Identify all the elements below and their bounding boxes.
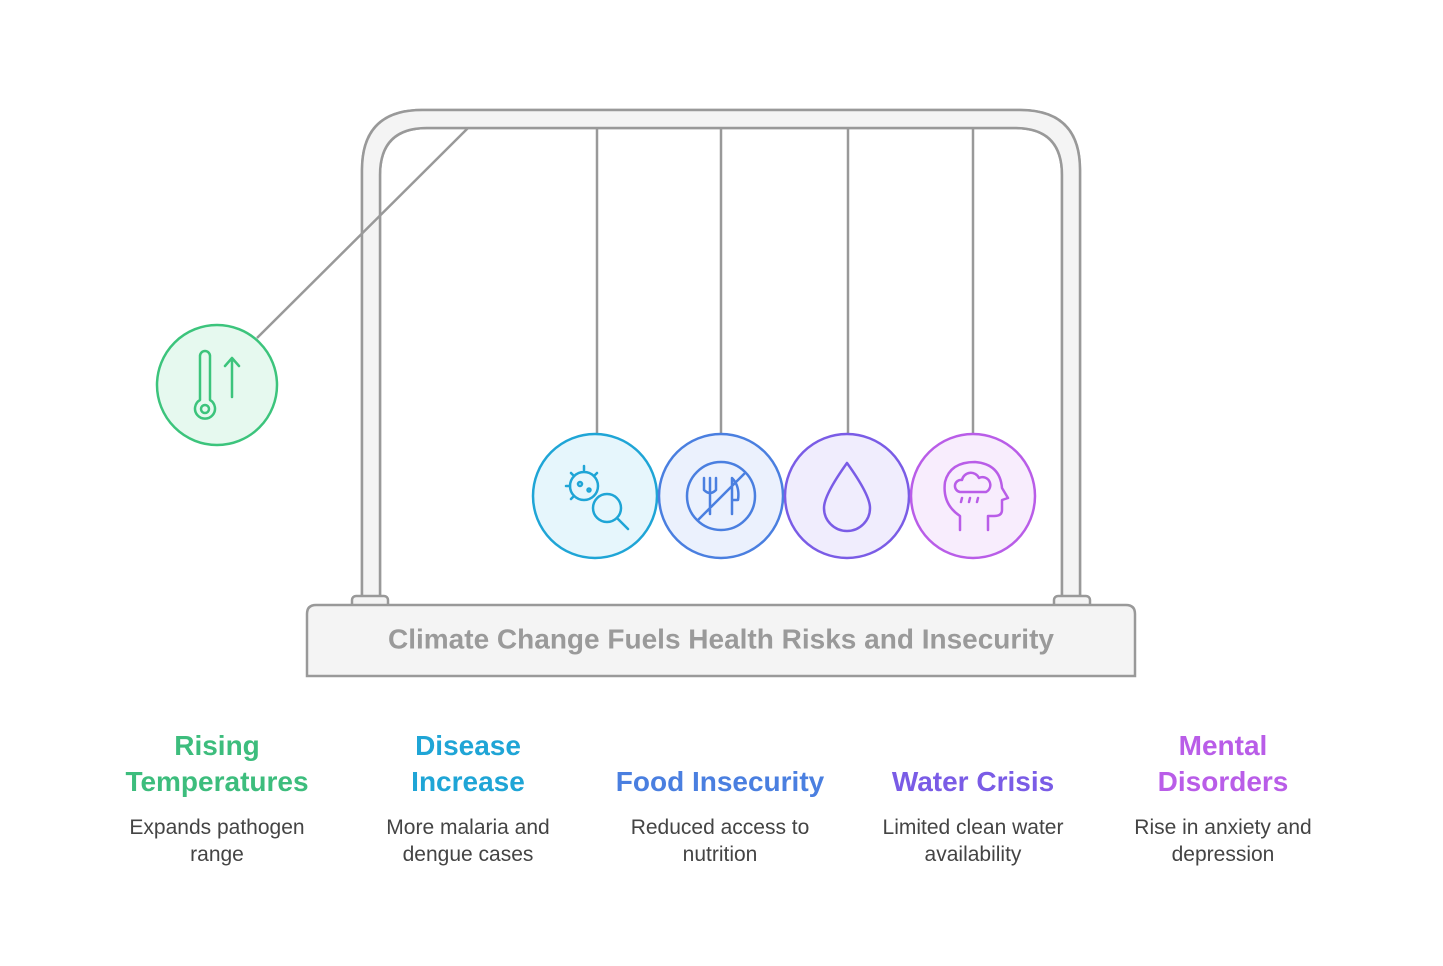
item-description: Limited clean water availability xyxy=(882,816,1064,866)
icon-mental xyxy=(909,432,1037,560)
item-title: Disease Increase xyxy=(411,730,525,797)
item: Rising Temperatures Expands pathogen rang… xyxy=(97,728,337,868)
item-title: Mental Disorders xyxy=(1157,730,1289,797)
item: Food Insecurity Reduced access to nutriti… xyxy=(600,728,840,868)
title: Climate Change Fuels Health Risks and In… xyxy=(388,623,1054,654)
item-title-box: Rising Temperatures xyxy=(97,728,337,800)
item-description: More malaria and dengue cases xyxy=(386,816,550,866)
item-title-box: Mental Disorders xyxy=(1103,728,1343,800)
icon-food xyxy=(657,432,785,560)
item: Water Crisis Limited clean water availabi… xyxy=(853,728,1093,868)
icon-disease xyxy=(531,432,659,560)
item-title-box: Food Insecurity xyxy=(600,728,840,800)
icon-water xyxy=(783,432,911,560)
item-description: Reduced access to nutrition xyxy=(630,816,810,866)
item: Mental Disorders Rise in anxiety and depr… xyxy=(1103,728,1343,868)
item: Disease Increase More malaria and dengue … xyxy=(348,728,588,868)
item-title-box: Disease Increase xyxy=(348,728,588,800)
item-title: Water Crisis xyxy=(891,766,1055,797)
item-description: Expands pathogen range xyxy=(129,816,305,866)
item-title: Food Insecurity xyxy=(615,766,825,797)
item-title: Rising Temperatures xyxy=(125,730,309,797)
icon-thermometer xyxy=(155,323,279,447)
frame xyxy=(256,108,1137,678)
item-title-box: Water Crisis xyxy=(853,728,1093,800)
item-description: Rise in anxiety and depression xyxy=(1134,816,1312,866)
